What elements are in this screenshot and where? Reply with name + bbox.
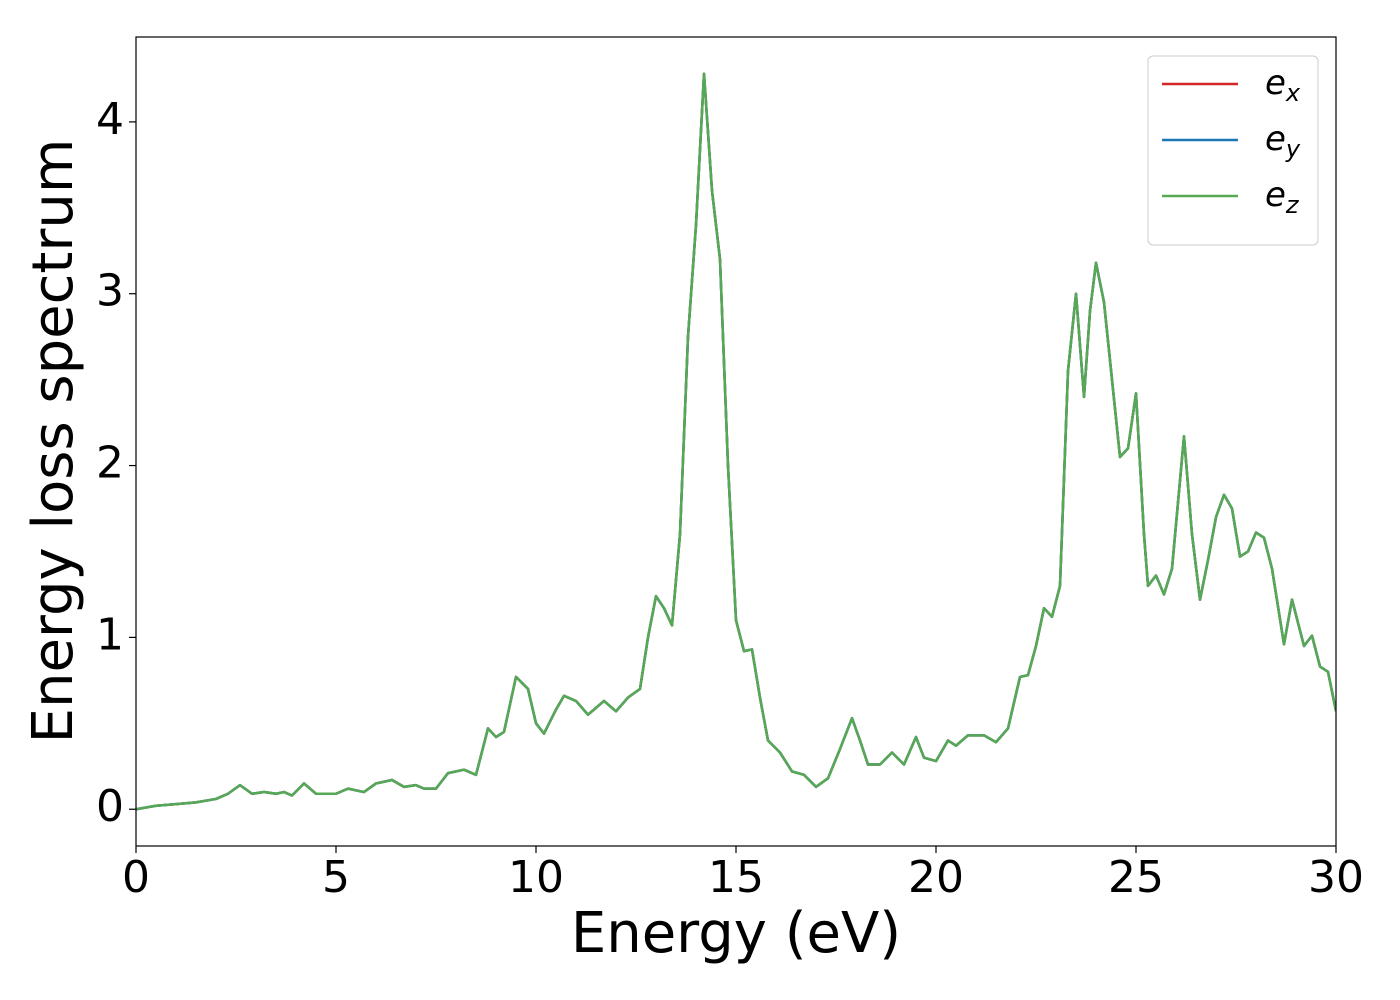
x-axis-label: Energy (eV) [571, 901, 901, 966]
legend-label: ey [1265, 119, 1301, 164]
x-tick-label: 0 [122, 852, 150, 903]
y-tick-label: 1 [96, 609, 124, 660]
legend-label: ex [1265, 63, 1301, 108]
y-tick-label: 3 [96, 266, 124, 317]
legend-box [1147, 55, 1319, 246]
y-tick-label: 4 [96, 94, 124, 145]
plot-frame [135, 36, 1337, 847]
x-tick-label: 10 [508, 852, 564, 903]
y-tick-label: 2 [96, 438, 124, 489]
x-tick-label: 20 [908, 852, 964, 903]
data-line [136, 72, 1336, 811]
x-tick-label: 30 [1308, 852, 1364, 903]
y-axis-label: Energy loss spectrum [21, 139, 86, 744]
plot-area [136, 37, 1336, 846]
y-tick-label: 0 [96, 781, 124, 832]
legend-label: ez [1265, 175, 1300, 220]
x-tick-label: 5 [322, 852, 350, 903]
x-tick-label: 25 [1108, 852, 1164, 903]
x-tick-label: 15 [708, 852, 764, 903]
